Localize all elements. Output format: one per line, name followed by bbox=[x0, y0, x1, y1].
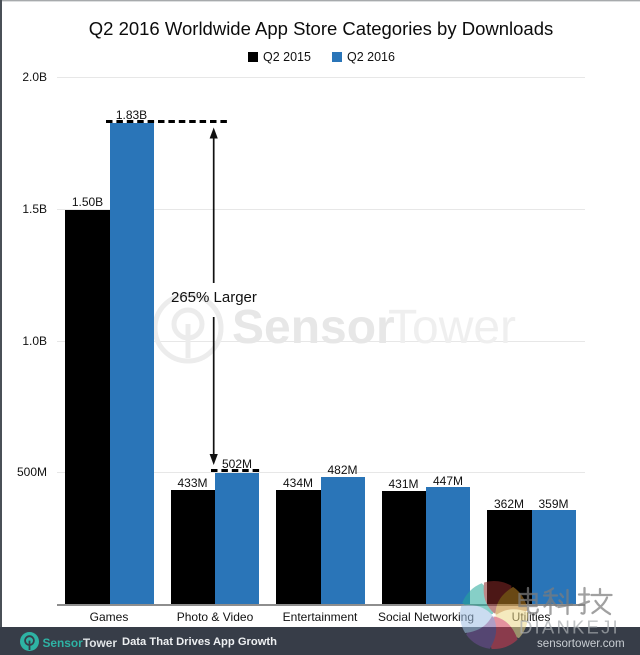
svg-text:Sensor: Sensor bbox=[232, 301, 395, 354]
svg-text:265% Larger: 265% Larger bbox=[171, 289, 257, 306]
svg-text:DIANKEJI: DIANKEJI bbox=[519, 617, 620, 638]
svg-text:Tower: Tower bbox=[388, 301, 516, 354]
